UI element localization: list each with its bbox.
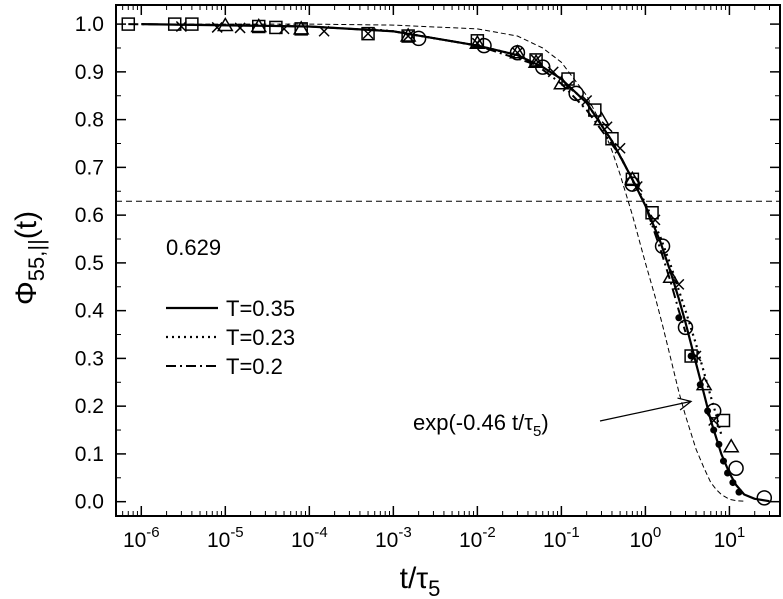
x-tick-label: 101 xyxy=(714,524,746,552)
plot-area xyxy=(115,4,781,517)
marker-cross xyxy=(673,278,685,290)
y-tick-label: 0.5 xyxy=(75,252,104,275)
marker-cross xyxy=(530,54,542,66)
marker-circle xyxy=(728,460,744,476)
marker-square xyxy=(716,413,731,428)
arrow-head xyxy=(677,397,693,411)
marker-dot xyxy=(719,457,727,465)
y-tick-label: 0.6 xyxy=(75,204,104,227)
marker-circle xyxy=(476,37,492,54)
marker-cross xyxy=(581,94,593,107)
marker-dot xyxy=(710,426,718,434)
marker-triangle xyxy=(399,27,417,42)
marker-square xyxy=(167,17,182,31)
marker-dot xyxy=(696,381,704,389)
marker-cross xyxy=(690,350,702,362)
axes-layer: 10-6 10-5 10-4 10-3 10-2 10-1 100 101 0.0 0.1 0.2 0… xyxy=(75,5,781,552)
annotation-label: exp(-0.46 t/τ5) xyxy=(413,410,549,440)
marker-cross xyxy=(601,121,613,133)
marker-triangle xyxy=(509,44,526,59)
marker-dot xyxy=(724,469,732,477)
annotation: exp(-0.46 t/τ5) xyxy=(413,397,693,440)
x-tick-label: 10-4 xyxy=(291,524,328,552)
legend-label: T=0.2 xyxy=(226,354,283,379)
series-line-1 xyxy=(367,27,723,436)
marker-circle xyxy=(410,30,427,47)
y-tick-label: 0.4 xyxy=(75,300,105,323)
marker-triangle xyxy=(722,438,740,453)
x-tick-label: 10-2 xyxy=(459,524,496,552)
marker-triangle xyxy=(593,111,610,126)
y-tick-label: 0.0 xyxy=(75,491,104,514)
reference-line-label: 0.629 xyxy=(166,235,221,260)
marker-circle xyxy=(509,45,526,61)
legend-label: T=0.23 xyxy=(226,325,295,350)
y-tick-label: 0.7 xyxy=(75,156,104,179)
marker-square xyxy=(645,205,659,220)
marker-cross xyxy=(562,80,574,92)
marker-triangle xyxy=(662,268,679,283)
x-tick-label: 10-6 xyxy=(123,524,160,552)
annotation-arrow xyxy=(599,397,693,422)
marker-circle xyxy=(534,59,551,75)
y-tick-label: 0.8 xyxy=(75,109,104,132)
marker-triangle xyxy=(217,17,234,32)
marker-triangle xyxy=(292,20,310,35)
marker-square xyxy=(185,17,199,31)
legend: T=0.35 T=0.23 T=0.2 xyxy=(166,296,295,379)
marker-triangle xyxy=(250,18,268,33)
y-tick-label: 0.2 xyxy=(75,395,104,418)
marker-cross xyxy=(318,25,330,37)
marker-cross xyxy=(175,20,187,33)
marker-circle xyxy=(568,85,584,102)
y-tick-label: 0.9 xyxy=(75,61,104,84)
series-line-3 xyxy=(141,23,745,502)
plot-frame xyxy=(115,4,781,517)
marker-cross xyxy=(211,21,223,33)
marker-cross xyxy=(362,28,374,40)
y-axis-title: Φ55,||(t) xyxy=(10,211,49,305)
marker-circle xyxy=(677,319,694,336)
marker-dot xyxy=(675,314,683,322)
marker-cross xyxy=(234,22,246,34)
marker-cross xyxy=(278,23,290,35)
y-tick-label: 1.0 xyxy=(75,13,104,36)
marker-dot xyxy=(729,479,737,487)
marker-dot xyxy=(715,440,723,448)
marker-circle xyxy=(756,490,773,506)
y-tick-label: 0.3 xyxy=(75,347,104,370)
x-tick-label: 10-1 xyxy=(543,524,580,552)
legend-label: T=0.35 xyxy=(226,296,295,321)
marker-circle xyxy=(654,238,671,254)
marker-cross xyxy=(649,214,661,226)
series-line-2 xyxy=(128,23,687,333)
marker-cross xyxy=(631,180,643,193)
marker-cross xyxy=(614,142,626,154)
y-tick-label: 0.1 xyxy=(75,443,104,466)
marker-dot xyxy=(735,488,743,496)
marker-square xyxy=(588,103,602,117)
marker-dot xyxy=(704,407,712,415)
x-tick-label: 100 xyxy=(630,524,662,552)
marker-square xyxy=(361,26,375,41)
x-axis-title: t/τ5 xyxy=(400,562,441,599)
marker-layer xyxy=(121,17,773,506)
x-tick-label: 10-3 xyxy=(375,524,412,552)
marker-dot xyxy=(687,352,695,360)
arrow-shaft xyxy=(599,400,692,422)
marker-square xyxy=(269,20,283,35)
x-tick-label: 10-5 xyxy=(207,524,244,552)
marker-square xyxy=(561,72,575,86)
marker-square xyxy=(605,131,619,146)
marker-cross xyxy=(511,47,523,59)
marker-square xyxy=(684,349,698,363)
marker-circle xyxy=(624,176,641,192)
